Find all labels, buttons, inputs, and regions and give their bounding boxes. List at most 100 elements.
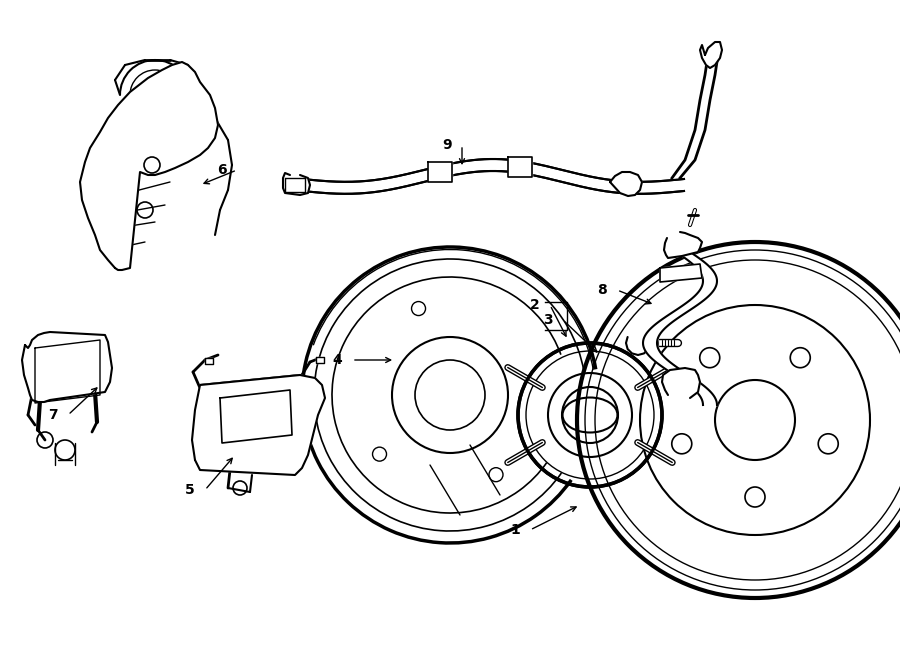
Polygon shape: [548, 167, 550, 179]
Polygon shape: [572, 173, 574, 185]
Polygon shape: [398, 176, 400, 188]
Polygon shape: [661, 181, 663, 193]
Polygon shape: [419, 171, 421, 183]
Polygon shape: [554, 168, 555, 180]
Polygon shape: [381, 179, 382, 191]
Polygon shape: [638, 182, 640, 194]
Polygon shape: [545, 166, 548, 178]
Polygon shape: [327, 181, 328, 193]
Polygon shape: [530, 163, 533, 175]
Polygon shape: [348, 182, 350, 194]
Polygon shape: [350, 182, 352, 194]
Polygon shape: [665, 180, 667, 193]
Text: 8: 8: [597, 283, 607, 297]
Polygon shape: [304, 179, 306, 192]
Polygon shape: [354, 182, 356, 194]
Text: 9: 9: [442, 138, 452, 152]
Polygon shape: [373, 180, 375, 192]
Polygon shape: [653, 181, 655, 194]
Polygon shape: [342, 182, 344, 194]
Polygon shape: [571, 172, 572, 184]
Polygon shape: [542, 165, 544, 178]
Polygon shape: [621, 181, 623, 193]
Polygon shape: [611, 180, 613, 192]
Polygon shape: [672, 180, 674, 192]
Polygon shape: [313, 180, 315, 192]
Polygon shape: [331, 181, 333, 194]
Polygon shape: [415, 172, 418, 184]
Polygon shape: [636, 182, 638, 194]
Polygon shape: [657, 181, 659, 193]
Polygon shape: [467, 161, 469, 173]
Polygon shape: [494, 159, 496, 171]
Polygon shape: [647, 182, 650, 194]
Polygon shape: [435, 167, 436, 179]
Polygon shape: [488, 159, 490, 171]
Polygon shape: [410, 173, 411, 186]
Polygon shape: [569, 172, 571, 184]
Polygon shape: [521, 161, 523, 173]
Polygon shape: [454, 163, 455, 175]
Polygon shape: [384, 178, 386, 190]
Polygon shape: [320, 180, 321, 193]
Polygon shape: [464, 161, 465, 173]
Polygon shape: [601, 178, 603, 191]
Polygon shape: [555, 169, 557, 180]
Polygon shape: [425, 169, 427, 182]
Polygon shape: [442, 165, 444, 178]
Polygon shape: [508, 157, 532, 177]
Polygon shape: [613, 180, 615, 192]
Polygon shape: [618, 181, 621, 193]
Polygon shape: [500, 159, 501, 171]
Polygon shape: [496, 159, 498, 171]
Polygon shape: [471, 160, 473, 173]
Polygon shape: [630, 182, 632, 194]
Polygon shape: [645, 182, 647, 194]
Polygon shape: [344, 182, 346, 194]
Polygon shape: [472, 160, 475, 172]
Polygon shape: [475, 160, 477, 172]
Polygon shape: [670, 180, 672, 192]
Polygon shape: [700, 42, 722, 68]
Polygon shape: [427, 169, 428, 181]
Polygon shape: [192, 375, 325, 475]
Polygon shape: [22, 332, 112, 402]
Polygon shape: [411, 173, 413, 185]
Text: 2: 2: [530, 298, 540, 312]
Text: 7: 7: [49, 408, 58, 422]
Polygon shape: [615, 180, 616, 192]
Polygon shape: [80, 62, 218, 270]
Polygon shape: [477, 159, 479, 172]
Polygon shape: [592, 177, 594, 189]
Polygon shape: [428, 169, 430, 180]
Polygon shape: [311, 180, 313, 192]
Polygon shape: [655, 181, 657, 194]
Polygon shape: [423, 170, 425, 182]
Polygon shape: [392, 177, 394, 189]
Polygon shape: [302, 179, 304, 191]
Polygon shape: [513, 160, 515, 173]
Polygon shape: [538, 165, 540, 176]
Polygon shape: [283, 173, 310, 195]
Polygon shape: [446, 165, 448, 176]
Polygon shape: [590, 176, 592, 189]
Polygon shape: [501, 159, 504, 171]
Polygon shape: [396, 176, 398, 188]
Polygon shape: [540, 165, 542, 177]
Polygon shape: [623, 181, 625, 193]
Polygon shape: [662, 368, 700, 398]
Polygon shape: [550, 167, 552, 179]
Polygon shape: [509, 160, 511, 172]
Polygon shape: [519, 161, 521, 173]
Polygon shape: [457, 162, 459, 175]
Polygon shape: [462, 161, 464, 174]
Polygon shape: [504, 159, 506, 171]
Polygon shape: [365, 181, 367, 193]
Polygon shape: [360, 181, 362, 194]
Polygon shape: [386, 178, 389, 190]
Polygon shape: [357, 181, 360, 194]
Polygon shape: [640, 182, 642, 194]
Polygon shape: [498, 159, 500, 171]
Polygon shape: [544, 165, 545, 178]
Polygon shape: [452, 163, 454, 175]
